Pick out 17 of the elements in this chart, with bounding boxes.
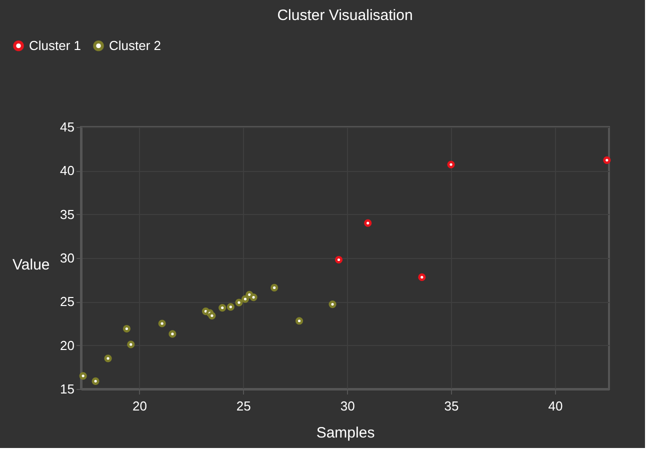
x-tick-label: 30 [340, 398, 355, 414]
x-tick-label: 35 [444, 398, 459, 414]
x-tick-label: 25 [236, 398, 251, 414]
y-tick-label: 30 [60, 250, 74, 266]
chart-title: Cluster Visualisation [277, 7, 413, 24]
y-tick-label: 35 [60, 206, 74, 222]
x-tick-label: 40 [548, 398, 563, 414]
y-tick-label: 20 [60, 338, 74, 353]
y-axis-title: Value [12, 256, 50, 274]
y-tick-label: 45 [60, 120, 74, 134]
x-axis-title: Samples [316, 424, 375, 442]
y-tick-label: 15 [60, 382, 74, 396]
y-tick-label: 40 [60, 163, 74, 178]
legend-label: Cluster 1 [29, 38, 82, 53]
legend-label: Cluster 2 [109, 38, 162, 53]
y-tick-label: 25 [60, 294, 74, 310]
x-tick-label: 20 [132, 398, 147, 414]
